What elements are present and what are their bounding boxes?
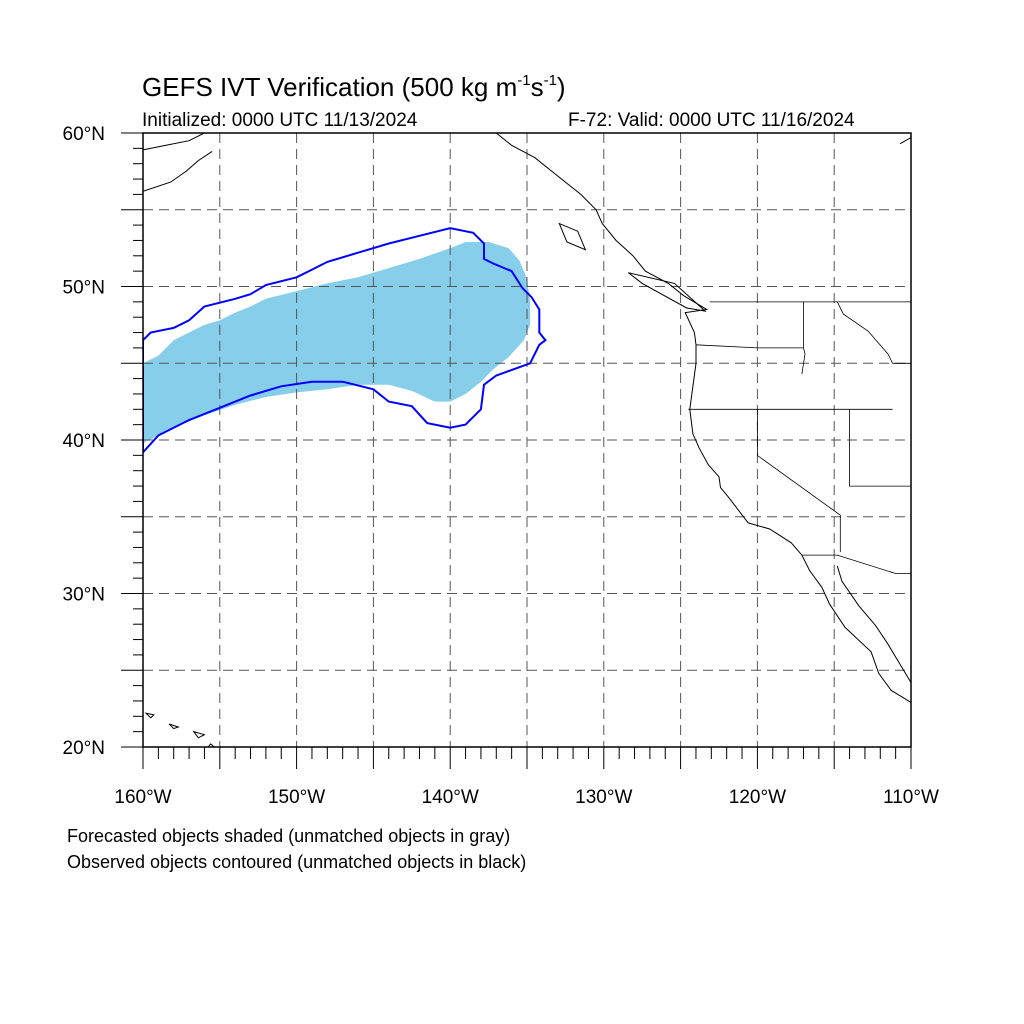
island-outline bbox=[558, 222, 587, 251]
state-border bbox=[849, 409, 911, 487]
island-outline bbox=[192, 730, 206, 739]
island-outline bbox=[207, 743, 216, 747]
coastline bbox=[143, 133, 205, 151]
coastline bbox=[899, 137, 911, 145]
lon-tick-label: 140°W bbox=[422, 787, 479, 808]
lon-tick-label: 120°W bbox=[729, 787, 786, 808]
axis-labels: 20°N 30°N 40°N 50°N 60°N 160°W 150°W 140°W 130°W… bbox=[63, 124, 939, 808]
coastlines bbox=[143, 133, 911, 747]
state-border bbox=[801, 554, 911, 574]
lon-tick-label: 130°W bbox=[575, 787, 632, 808]
valid-time-label: F-72: Valid: 0000 UTC 11/16/2024 bbox=[568, 110, 855, 131]
legend-note-forecast: Forecasted objects shaded (unmatched obj… bbox=[67, 826, 511, 846]
island-outline bbox=[168, 723, 180, 730]
coastline bbox=[143, 150, 213, 192]
state-border bbox=[695, 344, 806, 375]
state-border bbox=[836, 301, 893, 364]
forecast-ivt-object bbox=[143, 242, 531, 444]
observed-ivt-contour bbox=[143, 227, 547, 454]
island-outline bbox=[628, 272, 707, 312]
lat-tick-label: 30°N bbox=[63, 585, 105, 606]
map-frame bbox=[121, 132, 912, 769]
initialized-label: Initialized: 0000 UTC 11/13/2024 bbox=[142, 110, 418, 131]
island-outline bbox=[144, 712, 155, 719]
forecast-object-layer bbox=[143, 242, 531, 444]
lon-tick-label: 110°W bbox=[883, 787, 939, 808]
lat-tick-label: 50°N bbox=[63, 278, 105, 299]
lon-tick-label: 150°W bbox=[268, 787, 325, 808]
coastline bbox=[836, 565, 911, 683]
state-border bbox=[757, 409, 841, 553]
chart-title: GEFS IVT Verification (500 kg m-1s-1) bbox=[142, 72, 566, 102]
graticule bbox=[143, 133, 911, 747]
lon-tick-label: 160°W bbox=[114, 787, 171, 808]
lat-tick-label: 20°N bbox=[63, 738, 105, 759]
coastline bbox=[495, 133, 911, 703]
observed-object-layer bbox=[143, 227, 547, 454]
lat-tick-label: 40°N bbox=[63, 431, 105, 452]
legend-note-observed: Observed objects contoured (unmatched ob… bbox=[67, 852, 527, 872]
lat-tick-label: 60°N bbox=[63, 124, 105, 145]
